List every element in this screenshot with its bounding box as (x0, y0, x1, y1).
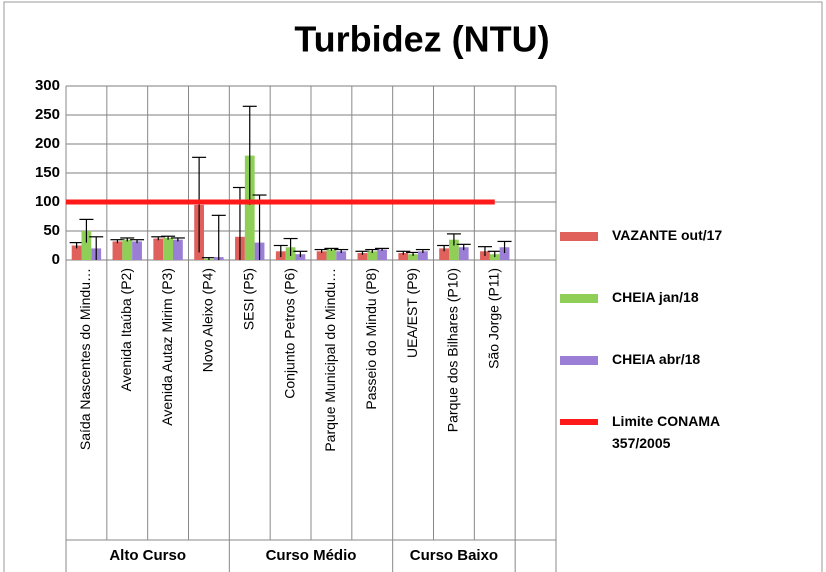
bar (316, 251, 327, 260)
legend-swatch (560, 356, 598, 365)
bar (81, 231, 92, 260)
bar (326, 249, 337, 260)
group-label: Alto Curso (109, 547, 186, 564)
x-tick-label: UEA/EST (P9) (404, 268, 420, 358)
x-tick-label: Saída Nascentes do Mindu… (77, 268, 93, 450)
x-tick-label: Passeio do Mindu (P8) (363, 268, 379, 410)
chart-title: Turbidez (NTU) (294, 19, 549, 60)
legend-label: CHEIA jan/18 (612, 289, 699, 305)
x-tick-label: Avenida Itaúba (P2) (118, 268, 134, 392)
x-tick-label: Novo Aleixo (P4) (200, 268, 216, 372)
y-tick-label: 250 (35, 106, 60, 123)
bar (153, 238, 164, 260)
bar (336, 251, 347, 260)
legend-swatch (560, 232, 598, 241)
legend: VAZANTE out/17 CHEIA jan/18 CHEIA abr/18 Li… (560, 0, 820, 572)
y-tick-label: 300 (35, 77, 60, 94)
bar (408, 254, 418, 260)
legend-swatch (560, 419, 598, 425)
bar (499, 247, 510, 260)
legend-item: CHEIA abr/18 (560, 351, 762, 370)
bar (458, 247, 469, 260)
y-tick-label: 150 (35, 164, 60, 181)
bar (367, 251, 378, 260)
legend-item: VAZANTE out/17 (560, 227, 762, 246)
bar (172, 239, 183, 260)
legend-swatch (560, 294, 598, 303)
x-tick-label: Avenida Autaz Mirim (P3) (159, 268, 175, 426)
y-tick-label: 200 (35, 135, 60, 152)
group-label: Curso Médio (266, 547, 357, 564)
bar (357, 253, 368, 260)
bar (163, 237, 173, 260)
x-tick-label: Conjunto Petros (P6) (281, 268, 297, 399)
frame (3, 1, 823, 572)
bar (417, 251, 428, 260)
legend-item: Limite CONAMA 357/2005 (560, 413, 762, 454)
x-tick-label: Parque dos Bilhares (P10) (445, 268, 461, 432)
legend-label: VAZANTE out/17 (612, 227, 723, 243)
bar (71, 245, 82, 260)
group-label: Curso Baixo (410, 547, 498, 564)
bar (244, 155, 255, 260)
bar (377, 249, 387, 260)
bar (439, 248, 450, 260)
x-tick-label: SESI (P5) (240, 268, 256, 330)
bar (112, 241, 123, 260)
bar (449, 239, 459, 260)
legend-label: CHEIA abr/18 (612, 351, 701, 367)
y-tick-label: 0 (52, 251, 60, 268)
legend-item: CHEIA jan/18 (560, 289, 762, 308)
y-tick-label: 50 (43, 222, 60, 239)
x-tick-label: Parque Municipal do Mindu… (322, 268, 338, 452)
bar (398, 253, 409, 260)
bar (132, 241, 142, 260)
x-tick-label: São Jorge (P11) (485, 268, 501, 369)
legend-label: Limite CONAMA 357/2005 (612, 413, 720, 451)
y-tick-label: 100 (35, 193, 60, 210)
bar (122, 239, 133, 260)
